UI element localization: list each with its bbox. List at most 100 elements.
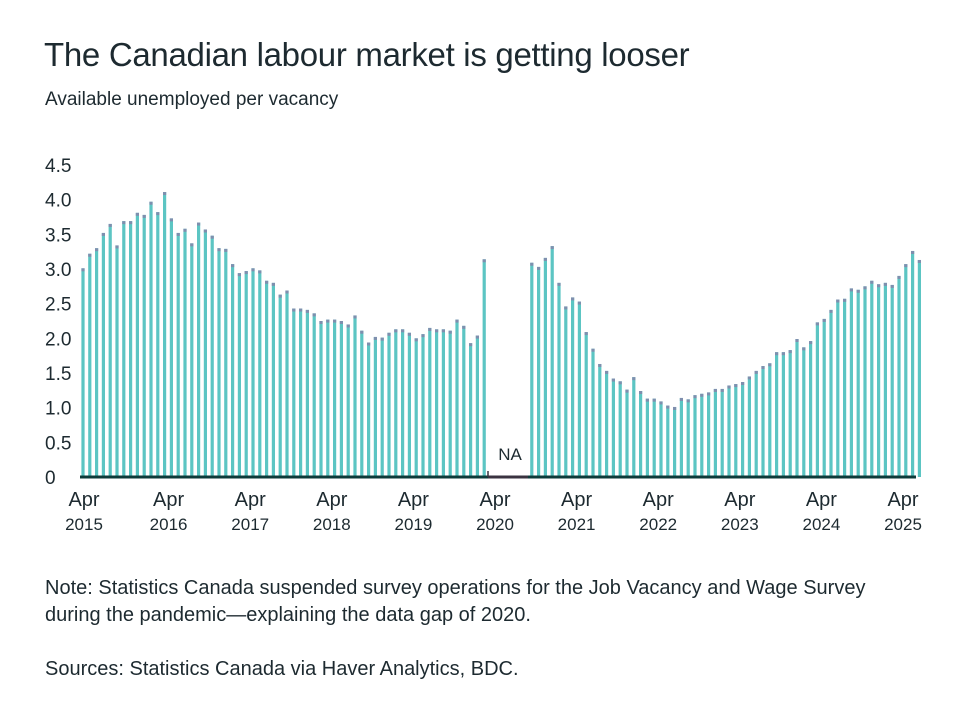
bar-cap bbox=[475, 335, 479, 339]
x-tick-year: 2018 bbox=[313, 515, 351, 534]
x-tick-year: 2025 bbox=[884, 515, 922, 534]
bar bbox=[849, 288, 853, 477]
bar bbox=[401, 329, 405, 477]
bar-cap bbox=[727, 385, 731, 389]
bar bbox=[877, 284, 881, 477]
bar-cap bbox=[394, 329, 398, 333]
bar bbox=[360, 330, 364, 477]
x-tick-month: Apr bbox=[561, 489, 592, 511]
bar-cap bbox=[659, 401, 663, 405]
bar-cap bbox=[863, 286, 867, 290]
bar bbox=[707, 392, 711, 477]
bar-cap bbox=[163, 192, 167, 196]
bar-cap bbox=[455, 319, 459, 323]
x-tick-year: 2021 bbox=[558, 515, 596, 534]
bar bbox=[319, 321, 323, 477]
bar bbox=[775, 352, 779, 477]
bar-cap bbox=[135, 212, 139, 216]
bar-cap bbox=[122, 221, 126, 225]
bar bbox=[414, 338, 418, 477]
bar bbox=[115, 245, 119, 477]
bar bbox=[564, 306, 568, 477]
bar-cap bbox=[387, 332, 391, 336]
bar-cap bbox=[482, 259, 486, 263]
bar-cap bbox=[95, 248, 99, 252]
bar bbox=[537, 266, 541, 477]
bar-cap bbox=[557, 282, 561, 286]
y-tick-label: 1.5 bbox=[45, 364, 71, 385]
bar bbox=[421, 334, 425, 477]
bar bbox=[244, 271, 248, 477]
bar-cap bbox=[645, 398, 649, 402]
bar-cap bbox=[326, 319, 330, 323]
bar-cap bbox=[564, 306, 568, 310]
bar-cap bbox=[673, 406, 677, 410]
bar-cap bbox=[367, 342, 371, 346]
bar-cap bbox=[292, 308, 296, 312]
bar bbox=[333, 319, 337, 477]
bar bbox=[217, 248, 221, 477]
x-tick-month: Apr bbox=[68, 489, 99, 511]
bar bbox=[326, 319, 330, 477]
bar-cap bbox=[550, 246, 554, 250]
bar bbox=[258, 270, 262, 477]
bar-cap bbox=[129, 221, 133, 225]
bar bbox=[108, 223, 112, 477]
bar bbox=[611, 378, 615, 477]
bar-cap bbox=[271, 282, 275, 286]
bar bbox=[265, 280, 269, 477]
x-tick-year: 2017 bbox=[231, 515, 269, 534]
bar bbox=[129, 221, 133, 477]
bar-cap bbox=[870, 280, 874, 284]
bar-cap bbox=[761, 366, 765, 370]
bar-cap bbox=[707, 392, 711, 396]
bar-cap bbox=[795, 339, 799, 343]
bar-cap bbox=[611, 378, 615, 382]
bar-cap bbox=[809, 341, 813, 345]
bar-cap bbox=[741, 382, 745, 386]
bar-cap bbox=[713, 388, 717, 392]
bar-cap bbox=[666, 405, 670, 409]
bar bbox=[584, 332, 588, 477]
bar-cap bbox=[156, 212, 160, 216]
bar-cap bbox=[577, 301, 581, 305]
bar-cap bbox=[822, 318, 826, 322]
bar bbox=[482, 259, 486, 477]
bar-cap bbox=[414, 338, 418, 342]
bar-cap bbox=[169, 218, 173, 222]
bar bbox=[81, 268, 85, 477]
bar-cap bbox=[312, 313, 316, 317]
bar bbox=[278, 294, 282, 477]
bar-cap bbox=[115, 245, 119, 249]
bar-cap bbox=[333, 319, 337, 323]
bar-cap bbox=[625, 389, 629, 393]
bar bbox=[299, 308, 303, 477]
y-tick-label: 0 bbox=[45, 468, 56, 489]
y-tick-label: 1.0 bbox=[45, 399, 71, 420]
bar bbox=[285, 290, 289, 477]
bar bbox=[122, 221, 126, 477]
bar bbox=[856, 289, 860, 477]
bar bbox=[373, 336, 377, 477]
bar bbox=[768, 363, 772, 477]
chart-sources: Sources: Statistics Canada via Haver Ana… bbox=[45, 658, 519, 680]
x-tick-month: Apr bbox=[887, 489, 918, 511]
bar-cap bbox=[244, 271, 248, 275]
bar bbox=[781, 352, 785, 477]
bar-cap bbox=[469, 343, 473, 347]
bar-cap bbox=[917, 259, 921, 263]
bar bbox=[387, 332, 391, 477]
bar bbox=[183, 228, 187, 477]
bar-cap bbox=[448, 330, 452, 334]
bar bbox=[598, 363, 602, 477]
bar bbox=[339, 321, 343, 477]
bar bbox=[897, 275, 901, 477]
x-tick-year: 2024 bbox=[802, 515, 840, 534]
bar bbox=[883, 282, 887, 477]
bar-cap bbox=[639, 391, 643, 395]
bar bbox=[251, 268, 255, 477]
bar bbox=[870, 280, 874, 477]
x-tick-year: 2016 bbox=[150, 515, 188, 534]
bar-cap bbox=[441, 329, 445, 333]
bar-cap bbox=[843, 298, 847, 302]
